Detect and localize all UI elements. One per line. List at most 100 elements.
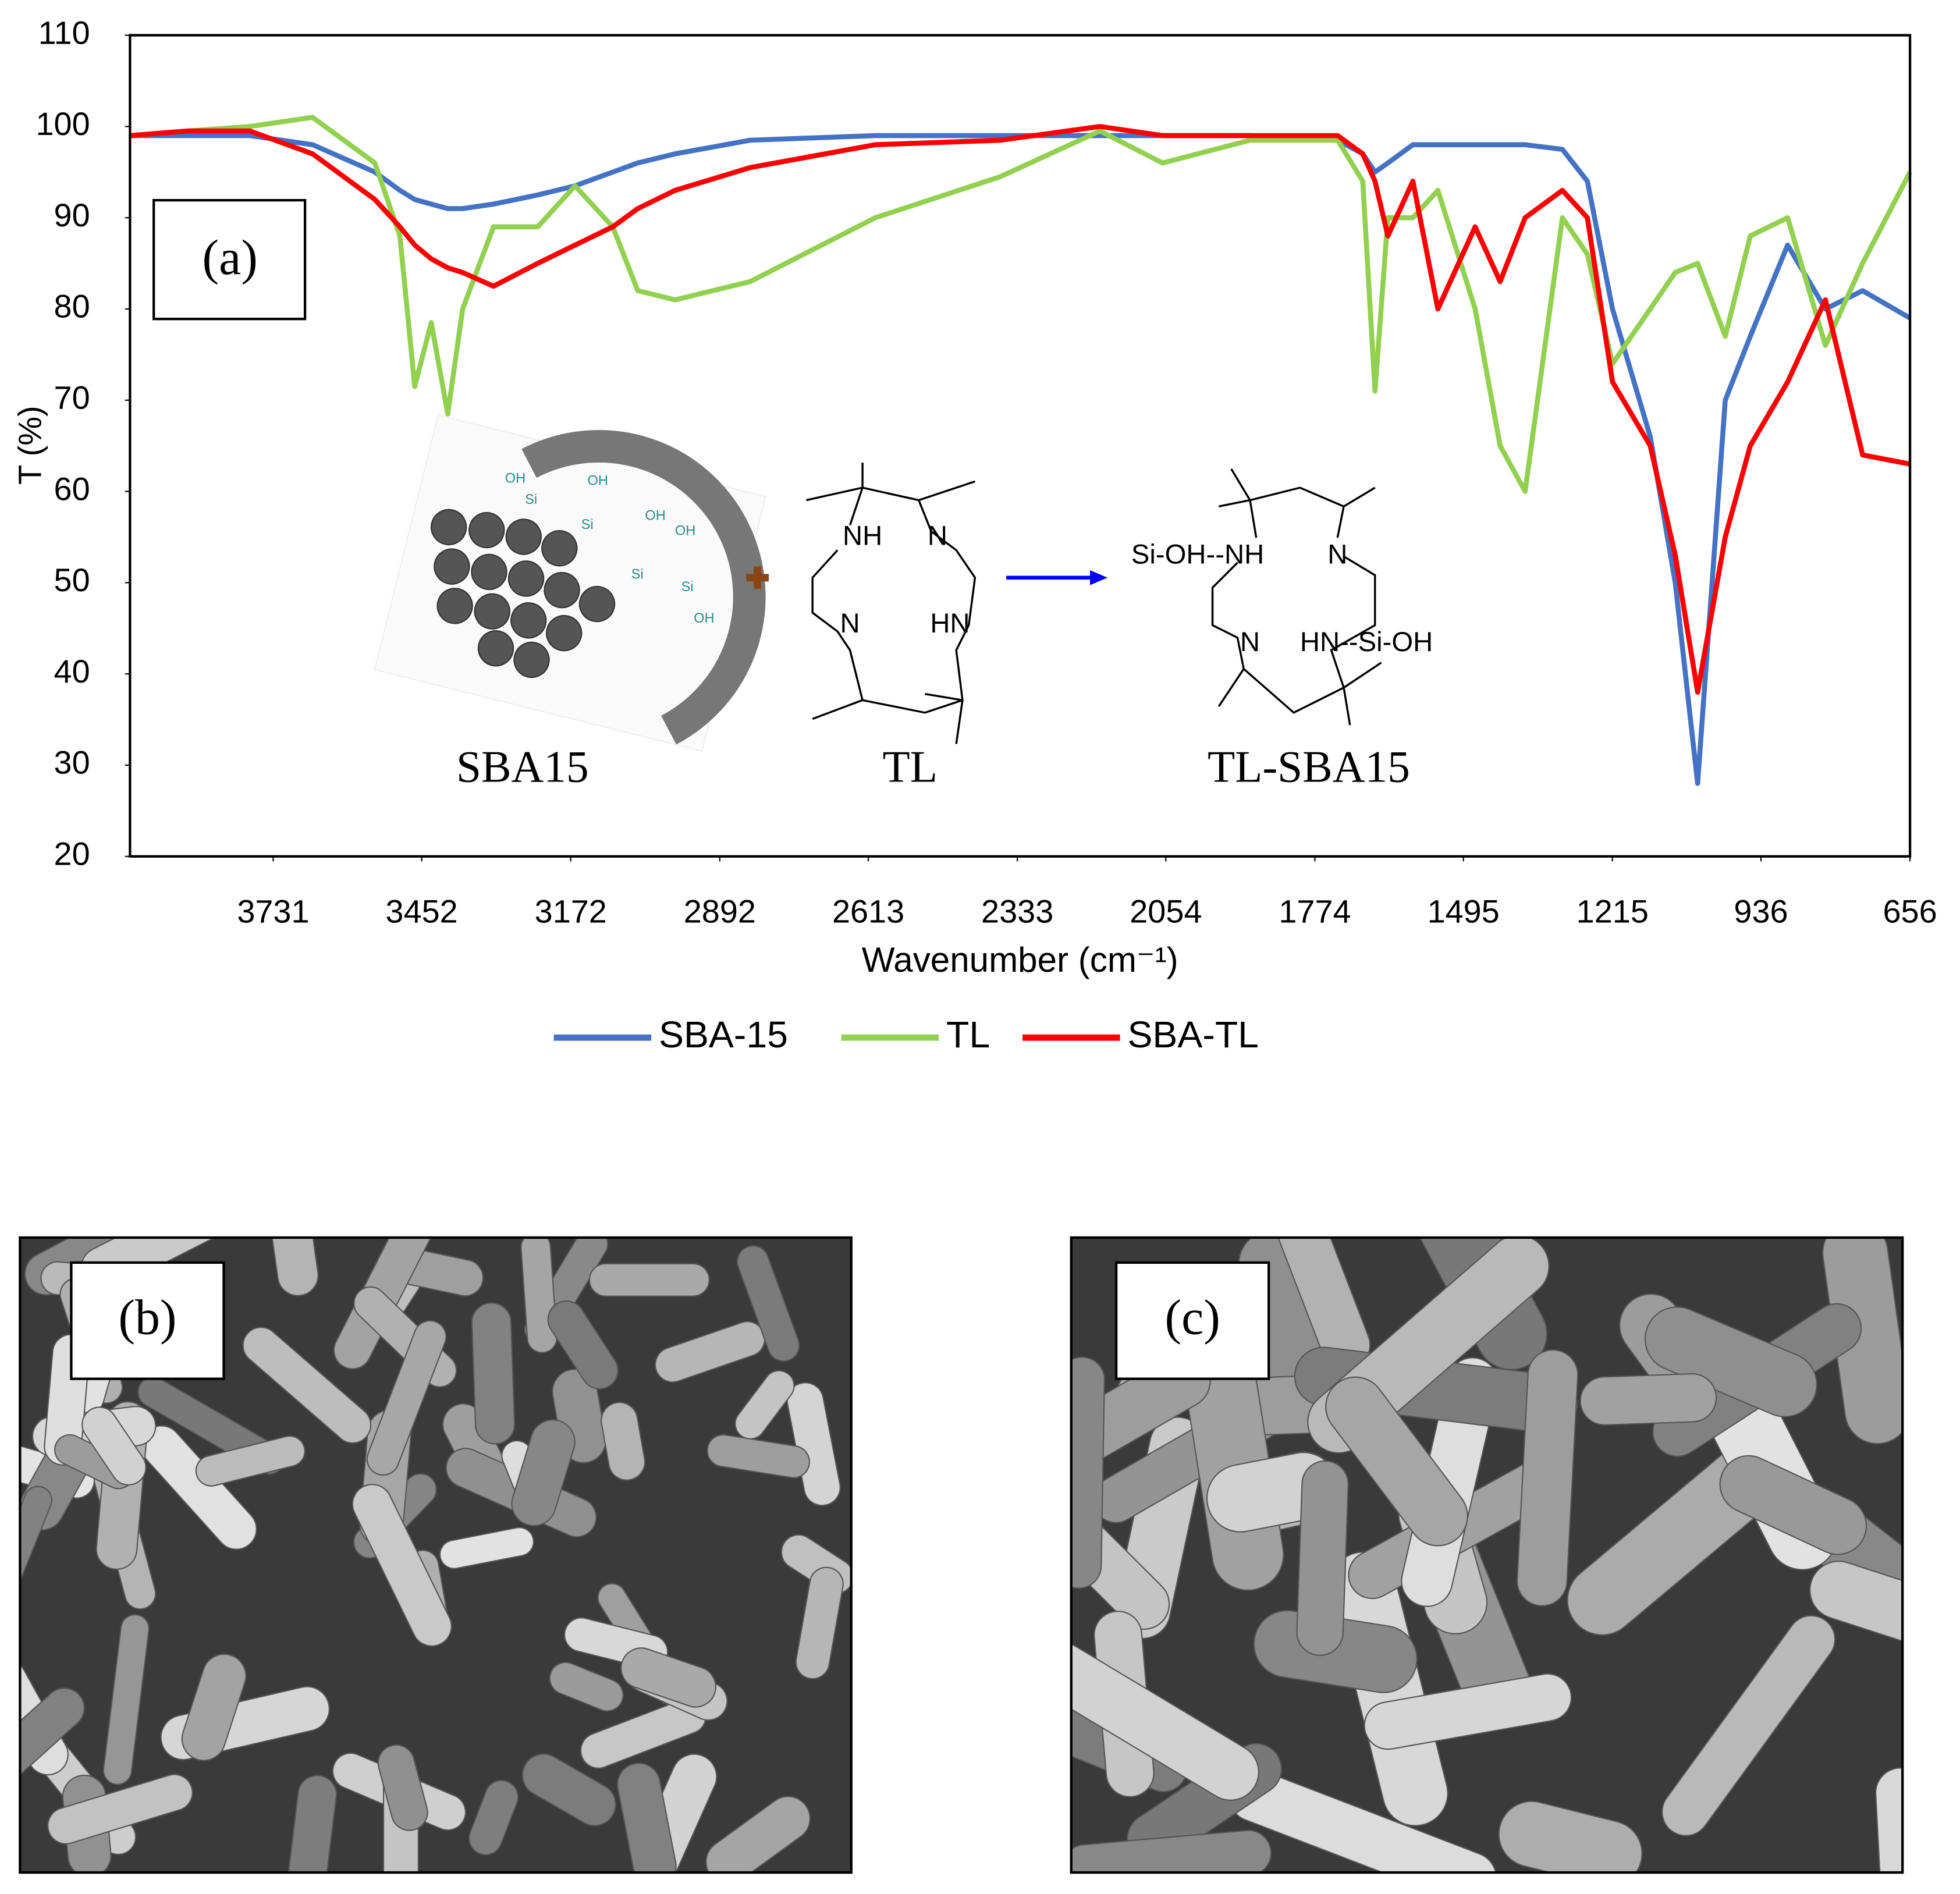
x-tick-label: 3452 — [386, 893, 458, 929]
y-tick-label: 110 — [38, 14, 90, 51]
sem-frame — [1070, 1236, 1904, 1874]
plot-frame — [129, 34, 1912, 858]
y-axis-label: T (%) — [12, 406, 48, 484]
sem-particle — [1719, 1455, 1867, 1555]
sem-particle — [351, 1484, 452, 1647]
sba15-drawing — [374, 414, 766, 752]
atom-label: N — [1327, 539, 1347, 570]
sem-particle — [1498, 1800, 1643, 1873]
sem-particle — [366, 1320, 447, 1476]
panel-label-box — [70, 1261, 225, 1380]
y-tick-label: 100 — [35, 105, 90, 142]
sem-texture — [20, 1237, 851, 1873]
sem-particle — [620, 1647, 716, 1708]
legend-label: SBA-15 — [659, 1014, 788, 1056]
legend-label: TL — [946, 1014, 990, 1056]
x-tick-label: 1215 — [1576, 893, 1649, 929]
sem-particle — [795, 1566, 844, 1680]
sem-particle — [1296, 1460, 1349, 1656]
atom-label: HN--Si-OH — [1300, 627, 1433, 658]
x-tick-label: 2333 — [981, 893, 1053, 929]
panel-label-box — [152, 198, 307, 321]
sem-particle — [1364, 1673, 1572, 1750]
sem-particle — [439, 1527, 534, 1569]
sba15-tubes — [431, 509, 616, 678]
sem-image: (c) — [1070, 1236, 1904, 1874]
sem-particle — [1071, 1829, 1272, 1873]
atom-label: N — [840, 608, 860, 639]
spectrum-line — [130, 124, 1911, 695]
atom-label: HN — [930, 608, 970, 639]
sem-particle — [377, 1744, 428, 1831]
group-label: OH — [694, 611, 714, 626]
sem-particle — [242, 1327, 372, 1444]
panel-label-box — [1114, 1261, 1270, 1380]
sba15-wall — [521, 430, 766, 745]
sem-particle — [617, 1762, 677, 1873]
sem-particle — [102, 1614, 150, 1785]
atom-label: NH — [843, 521, 882, 552]
y-tick-label: 30 — [54, 744, 90, 781]
sem-particle — [1809, 1561, 1903, 1653]
y-tick-label: 70 — [54, 379, 90, 416]
product-structure — [1211, 468, 1382, 726]
y-tick-label: 40 — [54, 653, 90, 690]
x-axis-label: Wavenumber (cm⁻¹) — [862, 940, 1178, 979]
sem-particle — [471, 1302, 516, 1445]
sem-particle — [549, 1661, 624, 1712]
y-tick-label: 60 — [54, 470, 90, 507]
atom-label: N — [928, 521, 947, 552]
x-tick-label: 2892 — [684, 893, 756, 929]
sem-particle — [521, 1753, 616, 1827]
sem-particle — [20, 1486, 52, 1607]
sem-particle — [333, 1237, 439, 1370]
group-label: OH — [675, 524, 695, 539]
sem-particle — [195, 1435, 306, 1487]
sem-particle — [282, 1775, 338, 1873]
x-tick-label: 2613 — [832, 893, 904, 929]
reaction-arrowhead — [1090, 570, 1108, 585]
sem-particle — [705, 1796, 811, 1873]
x-tick-label: 1495 — [1428, 893, 1500, 929]
atom-label: Si-OH--NH — [1131, 539, 1264, 570]
x-tick-label: 2054 — [1130, 893, 1202, 929]
sem-image: (b) — [19, 1236, 853, 1874]
y-tick-label: 80 — [54, 288, 90, 325]
sem-particle — [1661, 1615, 1836, 1836]
legend: SBA-15 TL SBA-TL — [553, 1014, 1259, 1056]
sem-particle — [1071, 1356, 1105, 1589]
x-tick-label: 936 — [1734, 893, 1788, 929]
spectrum-line — [130, 115, 1912, 494]
legend-label: SBA-TL — [1127, 1014, 1259, 1056]
sem-particle — [736, 1245, 800, 1362]
x-tick-label: 3172 — [535, 893, 607, 929]
panel-label: (c) — [1164, 1289, 1220, 1345]
scheme-name: SBA15 — [456, 741, 589, 791]
panel-label: (a) — [203, 229, 258, 285]
sem-particle — [1875, 1767, 1903, 1873]
sem-particle — [1644, 1306, 1817, 1417]
sem-particle — [1325, 1376, 1468, 1547]
sem-particle — [47, 1774, 193, 1845]
sem-particle — [1071, 1641, 1259, 1801]
group-label: OH — [645, 509, 665, 524]
plot-area: 20 30 40 50 60 70 80 90 100 110 3731 3452 3172 2892 26… — [35, 14, 1937, 929]
sem-frame — [19, 1236, 853, 1874]
sem-particle — [468, 1779, 519, 1856]
sem-particle — [706, 1434, 810, 1479]
scheme-name: TL-SBA15 — [1208, 741, 1410, 791]
group-label: Si — [525, 492, 537, 507]
sem-particle — [734, 1370, 795, 1440]
group-label: OH — [505, 471, 525, 486]
atom-label: N — [1240, 627, 1260, 658]
group-label: Si — [681, 580, 694, 595]
sem-particle — [81, 1406, 147, 1486]
y-tick-label: 90 — [54, 197, 90, 233]
sem-particle — [271, 1237, 319, 1296]
plus-sign — [746, 566, 769, 589]
